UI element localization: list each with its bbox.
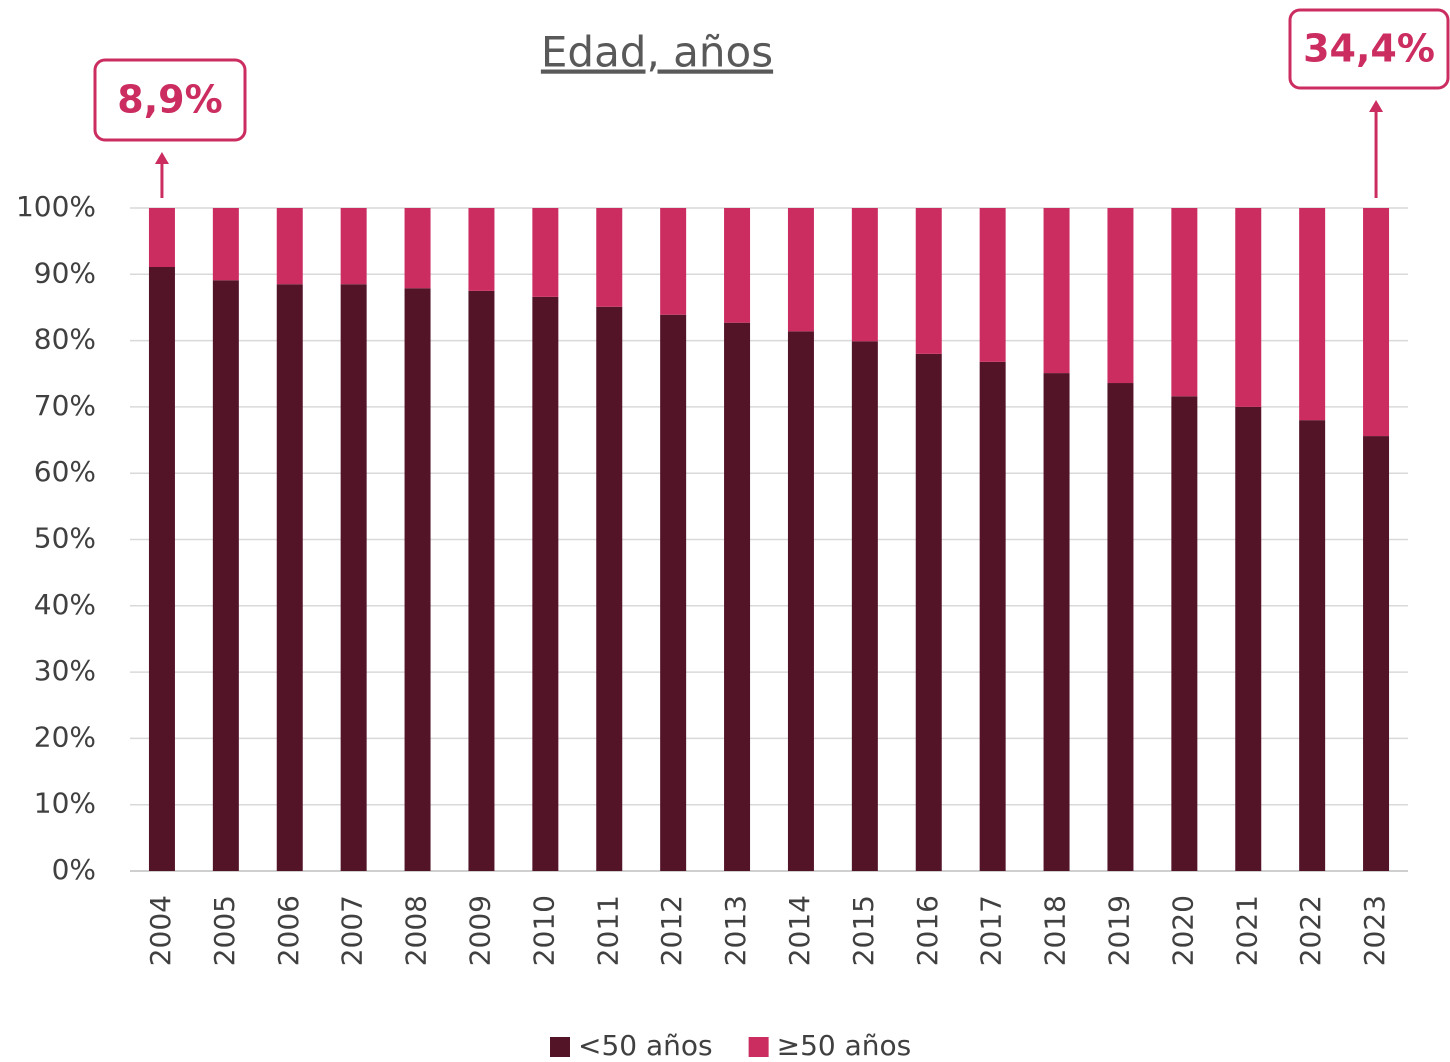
x-tick-label: 2017 — [975, 895, 1008, 966]
bar-segment — [404, 208, 431, 289]
y-tick-label: 50% — [34, 522, 96, 555]
bar-segment — [468, 290, 495, 871]
bar-segment — [1235, 406, 1262, 871]
x-tick-label: 2020 — [1166, 895, 1199, 966]
arrow-head — [1369, 100, 1384, 112]
bar-segment — [1299, 208, 1326, 421]
bar-segment — [212, 280, 239, 872]
bar-segment — [532, 296, 559, 871]
chart-title: Edad, años — [541, 28, 773, 77]
bar-segment — [1043, 208, 1070, 374]
bar-segment — [660, 208, 687, 315]
bar-segment — [532, 208, 559, 297]
x-tick-label: 2009 — [463, 895, 496, 966]
bar-segment — [212, 208, 239, 281]
x-tick-label: 2004 — [144, 895, 177, 966]
data-label: 8,9% — [117, 78, 222, 122]
bar-segment — [851, 208, 878, 342]
bar-segment — [724, 322, 751, 872]
bar-segment — [276, 284, 303, 871]
annotation-box — [1288, 8, 1450, 90]
legend-label: <50 años — [578, 1029, 713, 1062]
x-tick-label: 2012 — [655, 895, 688, 966]
arrow-head — [154, 152, 169, 164]
data-label: 34,4% — [1303, 27, 1435, 71]
y-tick-label: 0% — [52, 853, 96, 886]
x-tick-label: 2007 — [336, 895, 369, 966]
y-tick-label: 10% — [34, 787, 96, 820]
x-tick-label: 2019 — [1102, 895, 1135, 966]
x-tick-label: 2013 — [719, 895, 752, 966]
bar-segment — [1043, 373, 1070, 871]
y-tick-label: 90% — [34, 256, 96, 289]
x-tick-label: 2005 — [208, 895, 241, 966]
bar-segment — [148, 267, 175, 872]
x-tick-label: 2015 — [847, 895, 880, 966]
bar-segment — [340, 208, 367, 285]
bar-segment — [915, 353, 942, 871]
y-tick-label: 30% — [34, 654, 96, 687]
legend-label: ≥50 años — [777, 1029, 912, 1062]
bar-segment — [1171, 208, 1198, 397]
bar-segment — [1363, 436, 1390, 871]
y-tick-label: 60% — [34, 455, 96, 488]
x-tick-label: 2016 — [911, 895, 944, 966]
bar-segment — [1299, 420, 1326, 871]
bar-segment — [1107, 383, 1134, 871]
y-tick-label: 70% — [34, 389, 96, 422]
x-tick-label: 2006 — [272, 895, 305, 966]
x-tick-label: 2018 — [1039, 895, 1072, 966]
x-tick-label: 2022 — [1294, 895, 1327, 966]
x-tick-label: 2011 — [591, 895, 624, 966]
bar-segment — [596, 306, 623, 871]
bar-segment — [787, 208, 814, 332]
legend-swatch — [748, 1037, 769, 1057]
y-tick-label: 80% — [34, 323, 96, 356]
bar-segment — [340, 284, 367, 871]
x-tick-label: 2023 — [1358, 895, 1391, 966]
annotation-box — [93, 58, 247, 142]
y-tick-label: 20% — [34, 720, 96, 753]
x-tick-label: 2021 — [1230, 895, 1263, 966]
y-tick-label: 100% — [16, 190, 96, 223]
bar-segment — [979, 208, 1006, 362]
bar-segment — [404, 288, 431, 871]
bar-segment — [1107, 208, 1134, 384]
legend-swatch — [550, 1037, 570, 1057]
bar-segment — [1171, 396, 1198, 871]
bar-segment — [276, 208, 303, 285]
bar-segment — [979, 361, 1006, 871]
bar-segment — [851, 341, 878, 871]
bar-segment — [915, 208, 942, 354]
x-tick-label: 2010 — [527, 895, 560, 966]
x-tick-label: 2008 — [400, 895, 433, 966]
bar-segment — [468, 208, 495, 291]
bar-segment — [660, 314, 687, 871]
bar-segment — [596, 208, 623, 307]
bar-segment — [724, 208, 751, 323]
y-tick-label: 40% — [34, 588, 96, 621]
bar-segment — [1363, 208, 1390, 437]
bar-segment — [787, 331, 814, 871]
bar-segment — [148, 208, 175, 268]
bar-segment — [1235, 208, 1262, 407]
x-tick-label: 2014 — [783, 895, 816, 966]
